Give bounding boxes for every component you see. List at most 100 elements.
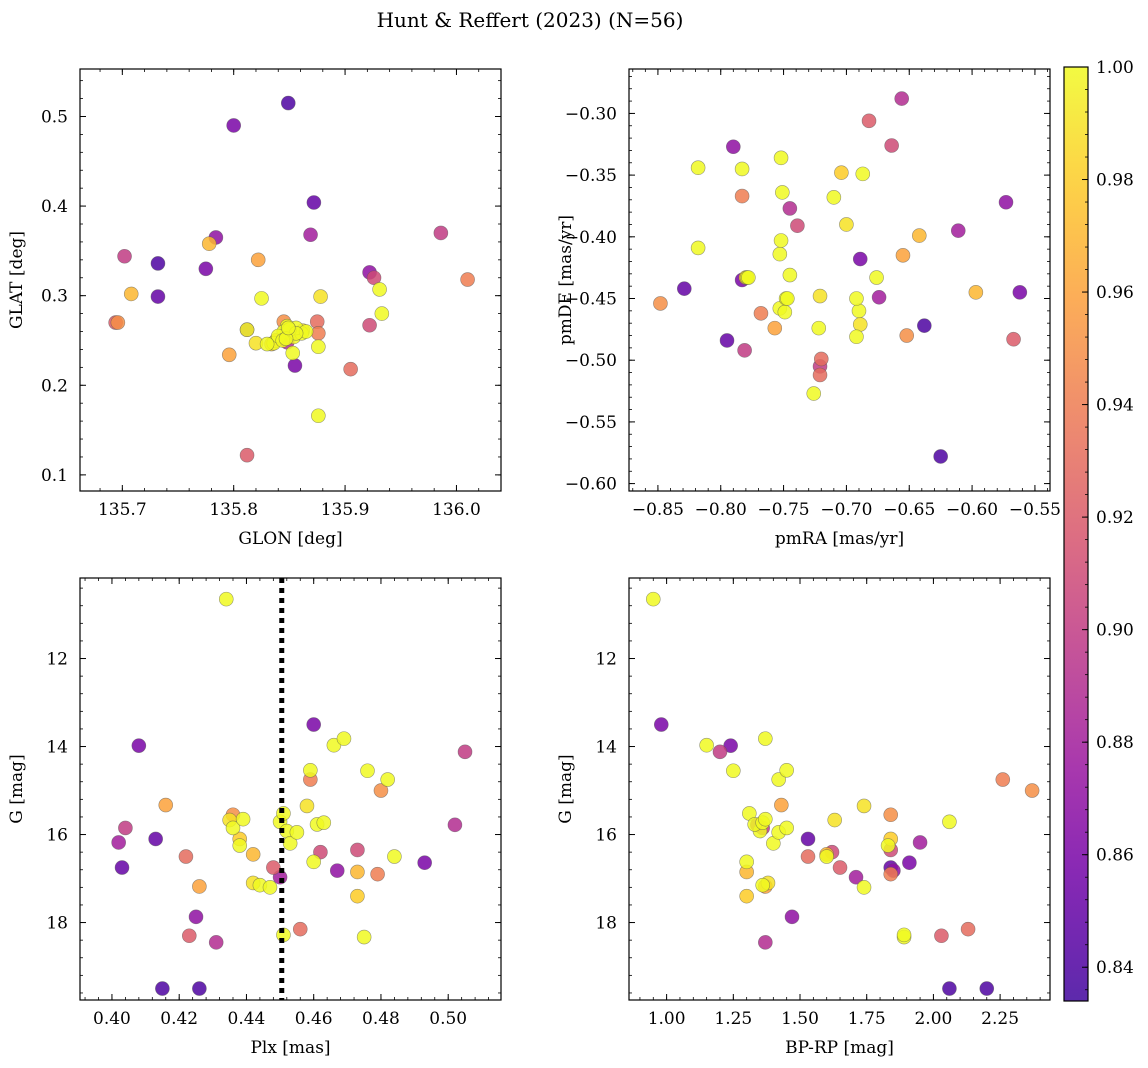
data-point [772,246,788,262]
axes-frame [628,68,1051,492]
data-point [819,849,834,864]
data-point [221,347,237,363]
data-point [148,831,163,847]
data-point [226,118,241,133]
data-point [933,449,948,464]
data-point [917,318,932,333]
plot-area [111,578,473,1000]
plot-area [645,591,1040,996]
data-point [942,814,957,830]
data-point [775,185,790,200]
data-point [856,798,872,814]
colorbar-tick-label: 0.96 [1096,283,1134,303]
data-point [813,351,829,367]
data-point [380,772,395,787]
data-point [362,317,377,333]
data-point [690,160,706,176]
data-point [250,252,266,268]
axes-frame [79,68,502,492]
data-point [861,113,877,129]
data-point [812,367,828,383]
colorbar-gradient [1064,67,1088,1001]
colorbar-frame [1063,66,1089,1002]
data-point [968,285,984,300]
data-point [832,860,848,875]
scatter-panel-4: 1.00 1.25 1.50 1.75 2.00 2.25 12 14 16 18 BP-RP [m… [556,577,1051,1058]
data-point [734,188,750,204]
colorbar-tick-label: 0.92 [1096,508,1134,528]
x-axis-label: pmRA [mas/yr] [775,529,904,549]
data-point [372,282,387,297]
data-point [239,447,255,463]
plot-area [653,91,1028,464]
colorbar: 0.84 0.86 0.88 0.90 0.92 0.94 0.96 0.98 1.00 [1063,58,1134,1002]
data-point [239,322,255,338]
data-point [292,921,308,937]
data-point [741,270,756,285]
data-point [350,842,365,858]
data-point [899,328,915,343]
y-tick-label: −0.35 [565,166,617,186]
data-point [653,296,668,311]
colorbar-tick-label: 0.94 [1096,396,1134,416]
y-tick-label: −0.55 [565,413,617,433]
x-tick-label: −0.75 [758,500,810,520]
data-point [303,762,318,778]
y-tick-label: 12 [46,650,68,670]
data-point [280,95,296,111]
data-point [934,928,949,944]
x-tick-label: −0.70 [820,500,872,520]
data-point [902,855,917,871]
data-point [758,731,773,746]
x-tick-label: 135.8 [209,500,258,520]
data-point [806,386,822,401]
data-point [150,289,166,304]
data-point [779,762,794,778]
data-point [198,261,214,277]
x-axis-label: GLON [deg] [238,529,342,549]
x-tick-label: 1.75 [848,1009,886,1029]
y-tick-label: 0.3 [41,287,68,307]
figure-title: Hunt & Reffert (2023) (N=56) [377,8,684,32]
colorbar-tick-label: 0.84 [1096,958,1134,978]
data-point [755,877,770,893]
y-tick-label: 18 [595,914,617,934]
x-tick-label: 0.48 [362,1009,400,1029]
data-point [773,233,789,248]
data-point [851,303,867,319]
data-point [758,935,773,950]
data-point [311,339,326,355]
colorbar-tick-label: 0.86 [1096,846,1134,866]
data-point [311,408,326,424]
data-point [457,744,473,760]
data-point [726,139,741,155]
x-tick-label: 1.00 [648,1009,686,1029]
data-point [780,291,795,306]
data-point [1006,331,1021,347]
x-tick-label: 135.9 [321,500,370,520]
data-point [779,820,794,836]
data-point [834,165,849,180]
data-point [855,166,871,182]
data-point [869,270,884,285]
data-point [849,291,864,306]
data-point [895,248,911,263]
data-point [960,921,976,937]
data-point [699,737,714,753]
x-tick-label: 0.40 [93,1009,131,1029]
colorbar-tick-label: 0.88 [1096,733,1134,753]
data-point [285,345,301,361]
data-point [447,817,463,833]
x-tick-label: −0.85 [632,500,684,520]
data-point [911,228,927,243]
data-point [306,854,322,870]
data-point [800,849,816,864]
data-point [192,879,207,894]
x-axis-label: BP-RP [mag] [785,1038,894,1058]
data-point [894,91,910,106]
data-point [790,218,805,234]
y-tick-label: −0.40 [565,228,617,248]
x-tick-label: −0.65 [883,500,935,520]
data-point [433,225,449,241]
